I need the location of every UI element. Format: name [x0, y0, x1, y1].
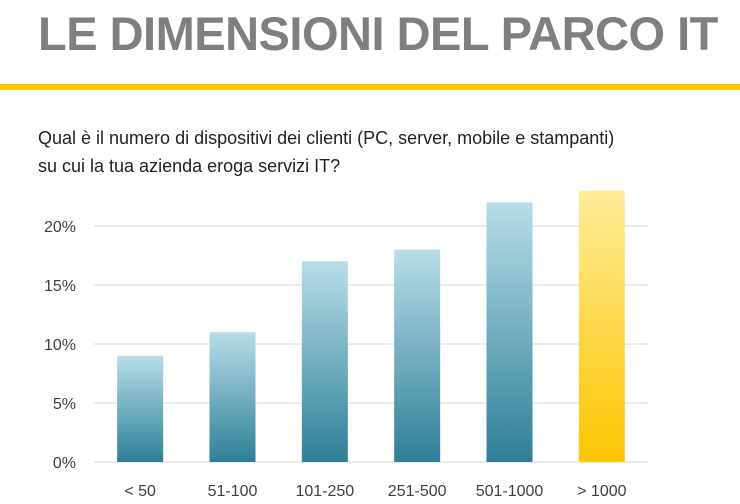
x-tick-label: 101-250 [295, 483, 354, 500]
y-tick-label: 20% [44, 219, 76, 236]
survey-question-line-1: Qual è il numero di dispositivi dei clie… [38, 128, 615, 148]
gridlines [94, 225, 648, 463]
x-axis-ticks: < 50 51-100 101-250 251-500 501-1000 > 1000 [124, 483, 626, 500]
y-tick-label: 5% [53, 396, 76, 413]
bar [117, 355, 164, 462]
survey-question-line-2: su cui la tua azienda eroga servizi IT? [38, 156, 341, 176]
bar-highlight [578, 190, 625, 462]
x-tick-label: 251-500 [388, 483, 447, 500]
bar [394, 249, 441, 462]
x-tick-label: > 1000 [577, 483, 626, 500]
y-tick-label: 15% [44, 278, 76, 295]
page-title: LE DIMENSIONI DEL PARCO IT [38, 7, 718, 60]
bar [486, 202, 533, 462]
title-divider [0, 84, 740, 90]
y-axis-ticks: 0% 5% 10% 15% 20% [44, 219, 76, 472]
x-tick-label: 501-1000 [476, 483, 544, 500]
survey-question: Qual è il numero di dispositivi dei clie… [38, 124, 728, 180]
y-tick-label: 10% [44, 337, 76, 354]
x-tick-label: 51-100 [208, 483, 258, 500]
bar [301, 261, 348, 462]
bars [117, 190, 625, 462]
x-tick-label: < 50 [124, 483, 156, 500]
bar [209, 332, 256, 462]
y-tick-label: 0% [53, 455, 76, 472]
